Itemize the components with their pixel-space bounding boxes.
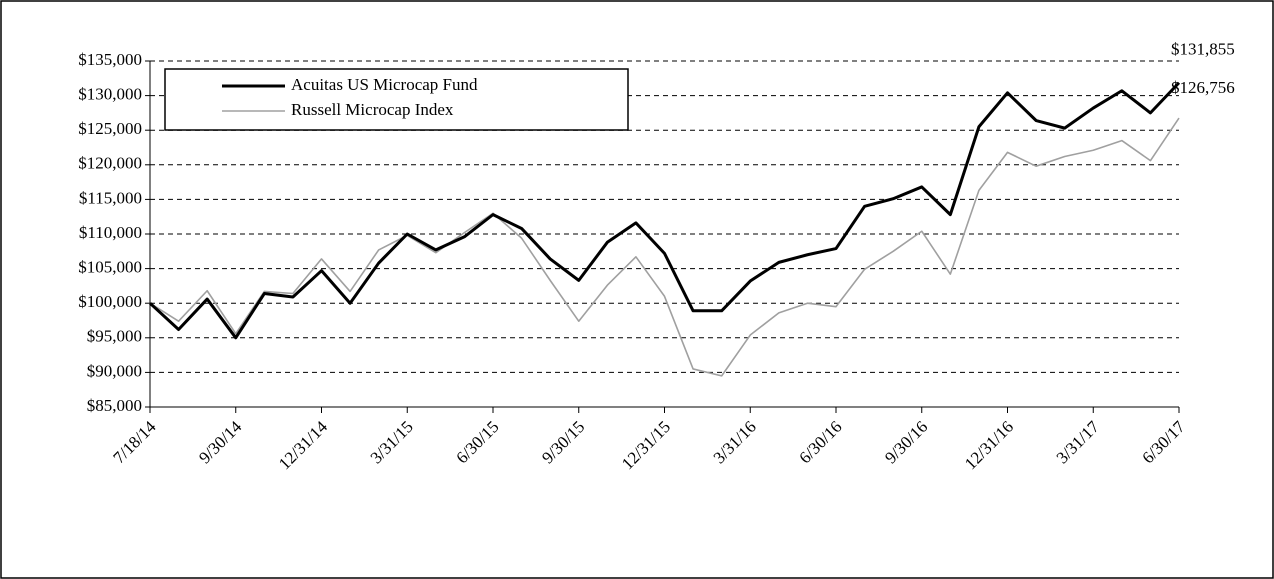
x-tick-label: 6/30/17 [1138, 417, 1189, 468]
y-tick-label: $115,000 [79, 188, 142, 207]
x-tick-label: 9/30/14 [195, 417, 246, 468]
end-value-label: $131,855 [1171, 40, 1235, 59]
x-tick-label: 9/30/16 [881, 417, 931, 467]
x-tick-label: 12/31/16 [961, 417, 1017, 473]
legend-label: Acuitas US Microcap Fund [291, 75, 478, 94]
x-tick-label: 3/31/16 [710, 417, 760, 467]
series-line [149, 117, 1180, 377]
y-tick-label: $130,000 [78, 85, 142, 104]
y-tick-label: $100,000 [78, 292, 142, 311]
x-tick-label: 12/31/15 [618, 417, 674, 473]
x-tick-label: 9/30/15 [538, 417, 588, 467]
y-tick-label: $90,000 [87, 361, 142, 380]
x-tick-label: 3/31/17 [1053, 417, 1104, 468]
legend-label: Russell Microcap Index [291, 100, 454, 119]
x-tick-label: 7/18/14 [109, 417, 160, 468]
series-line [148, 81, 1181, 340]
x-tick-label: 6/30/15 [452, 417, 502, 467]
end-value-label: $126,756 [1171, 78, 1235, 97]
y-tick-label: $120,000 [78, 154, 142, 173]
y-tick-label: $105,000 [78, 258, 142, 277]
x-tick-label: 3/31/15 [367, 417, 417, 467]
y-tick-label: $125,000 [78, 119, 142, 138]
y-tick-label: $110,000 [79, 223, 142, 242]
legend-box [164, 68, 629, 131]
x-tick-label: 6/30/16 [795, 417, 845, 467]
y-tick-label: $135,000 [78, 50, 142, 69]
y-tick-label: $85,000 [87, 396, 142, 415]
x-tick-label: 12/31/14 [275, 417, 332, 474]
y-tick-label: $95,000 [87, 327, 142, 346]
